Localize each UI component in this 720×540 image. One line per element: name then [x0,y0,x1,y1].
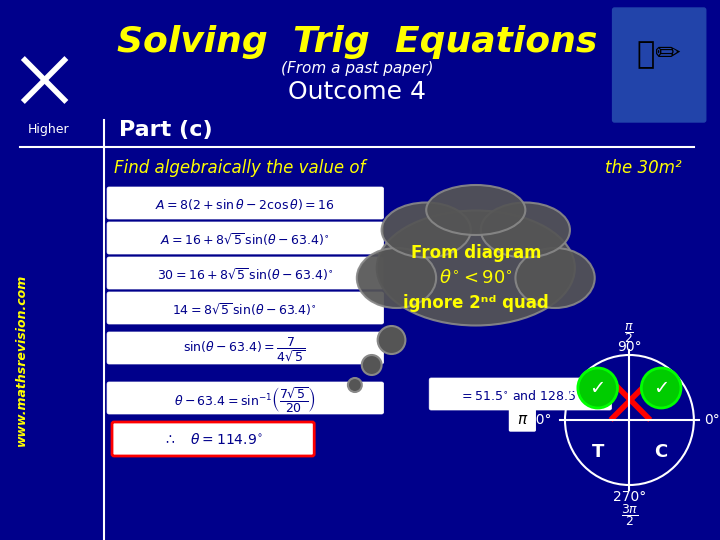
Ellipse shape [357,248,436,308]
Text: $30 = 16 + 8\sqrt{5}\,\sin(\theta - 63.4)^{\circ}$: $30 = 16 + 8\sqrt{5}\,\sin(\theta - 63.4… [157,267,333,284]
Circle shape [642,368,681,408]
Circle shape [348,378,361,392]
Text: T: T [592,443,604,461]
Ellipse shape [481,202,570,258]
Ellipse shape [516,248,595,308]
FancyBboxPatch shape [107,382,384,414]
Text: 180°: 180° [518,413,552,427]
Ellipse shape [426,185,526,235]
FancyBboxPatch shape [107,332,384,364]
Text: $14 = 8\sqrt{5}\,\sin(\theta - 63.4)^{\circ}$: $14 = 8\sqrt{5}\,\sin(\theta - 63.4)^{\c… [172,302,318,319]
Text: www.mathsrevision.com: www.mathsrevision.com [15,274,28,446]
Text: Solving  Trig  Equations: Solving Trig Equations [117,25,597,59]
Text: 270°: 270° [613,490,646,504]
FancyBboxPatch shape [613,8,706,122]
Text: 📐✏️: 📐✏️ [637,40,681,70]
Text: $\dfrac{\pi}{2}$: $\dfrac{\pi}{2}$ [624,321,634,345]
Ellipse shape [377,211,575,326]
Text: $\theta - 63.4 = \sin^{-1}\!\left(\dfrac{7\sqrt{5}}{20}\right)$: $\theta - 63.4 = \sin^{-1}\!\left(\dfrac… [174,385,315,415]
Text: Find algebraically the value of: Find algebraically the value of [114,159,365,177]
Text: Higher: Higher [28,124,69,137]
Text: $\therefore\quad\theta = 114.9^{\circ}$: $\therefore\quad\theta = 114.9^{\circ}$ [163,433,263,448]
FancyBboxPatch shape [107,257,384,289]
FancyBboxPatch shape [510,407,535,431]
Circle shape [361,355,382,375]
Text: ✓: ✓ [653,379,670,397]
Text: From diagram: From diagram [410,244,541,262]
Text: $\pi$: $\pi$ [517,413,528,428]
Text: $\dfrac{3\pi}{2}$: $\dfrac{3\pi}{2}$ [621,502,638,528]
Text: (From a past paper): (From a past paper) [281,60,433,76]
Text: $A = 16 + 8\sqrt{5}\,\sin(\theta - 63.4)^{\circ}$: $A = 16 + 8\sqrt{5}\,\sin(\theta - 63.4)… [160,232,330,248]
Text: ✓: ✓ [590,379,606,397]
Text: 90°: 90° [617,340,642,354]
Text: Outcome 4: Outcome 4 [288,80,426,104]
FancyBboxPatch shape [107,292,384,324]
Text: $= 51.5^{\circ}\ \mathrm{and}\ 128.5^{\circ}$: $= 51.5^{\circ}\ \mathrm{and}\ 128.5^{\c… [459,389,582,403]
FancyBboxPatch shape [112,422,314,456]
Text: C: C [654,443,667,461]
FancyBboxPatch shape [429,378,611,410]
FancyBboxPatch shape [107,222,384,254]
Text: $\theta^{\circ} < 90^{\circ}$: $\theta^{\circ} < 90^{\circ}$ [439,269,513,287]
Text: 0°: 0° [704,413,719,427]
Text: ignore 2ⁿᵈ quad: ignore 2ⁿᵈ quad [403,294,549,312]
Text: $\sin(\theta - 63.4) = \dfrac{7}{4\sqrt{5}}$: $\sin(\theta - 63.4) = \dfrac{7}{4\sqrt{… [184,336,306,364]
Text: Part (c): Part (c) [119,120,212,140]
Circle shape [378,326,405,354]
Text: the 30m²: the 30m² [605,159,681,177]
Text: $A = 8(2 + \sin\theta - 2\cos\theta) = 16$: $A = 8(2 + \sin\theta - 2\cos\theta) = 1… [155,198,335,213]
FancyBboxPatch shape [107,187,384,219]
Circle shape [578,368,618,408]
Ellipse shape [382,202,471,258]
